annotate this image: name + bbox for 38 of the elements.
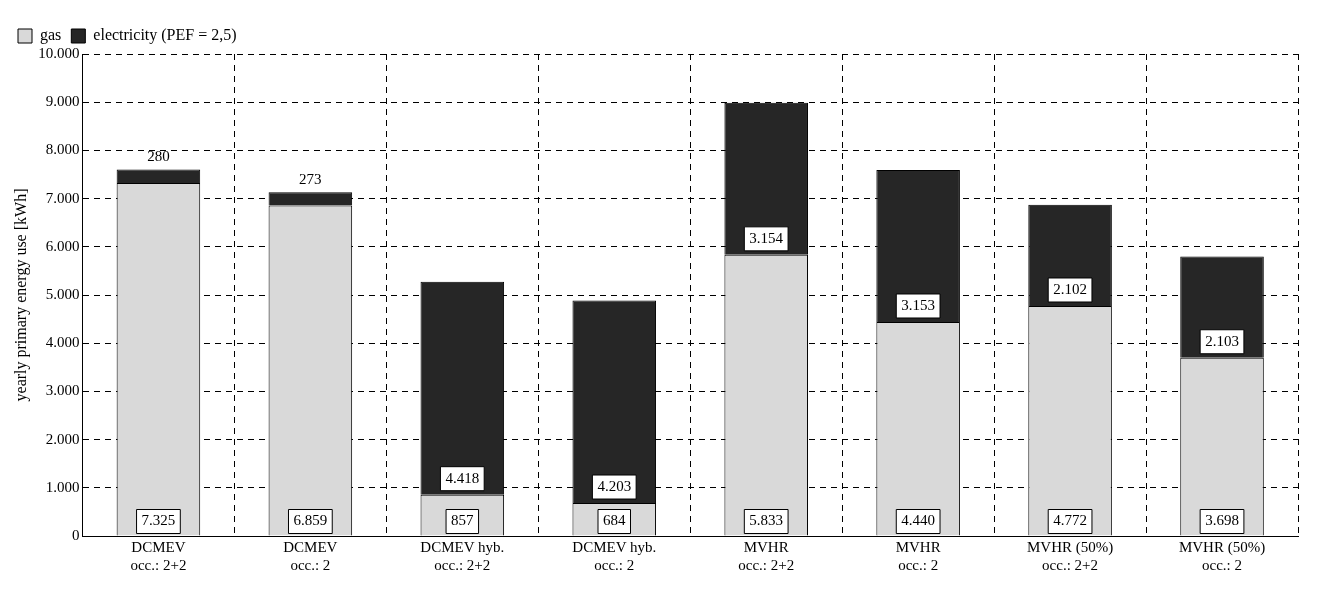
legend-label: gas <box>40 26 62 45</box>
data-label: 857 <box>451 512 475 529</box>
data-label: 4.440 <box>901 512 936 529</box>
x-tick-label: DCMEV hyb. occ.: 2 <box>572 538 657 573</box>
x-tick-label: DCMEV hyb. occ.: 2+2 <box>420 538 505 573</box>
data-label: 5.833 <box>749 512 784 529</box>
y-tick-label: 10.000 <box>38 44 80 61</box>
data-label: 3.698 <box>1205 512 1239 529</box>
y-tick-label: 6.000 <box>45 237 80 254</box>
data-label: 2.103 <box>1205 332 1239 349</box>
y-tick-label: 7.000 <box>45 189 80 206</box>
y-tick-label: 8.000 <box>45 141 80 158</box>
data-label: 684 <box>603 512 626 529</box>
data-label: 4.772 <box>1053 512 1087 529</box>
x-tick-label: MVHR occ.: 2+2 <box>738 538 795 573</box>
x-tick-label: DCMEV occ.: 2 <box>283 538 338 573</box>
legend-label: electricity (PEF = 2,5) <box>93 26 237 45</box>
y-tick-label: 9.000 <box>45 93 80 110</box>
data-label: 3.153 <box>901 296 936 313</box>
data-label: 280 <box>147 148 170 165</box>
data-label: 4.203 <box>597 477 632 494</box>
y-tick-label: 5.000 <box>45 285 80 302</box>
y-tick-label: 2.000 <box>45 430 80 447</box>
x-tick-label: MVHR (50%) occ.: 2+2 <box>1026 538 1114 573</box>
y-tick-label: 0 <box>71 526 80 543</box>
y-axis-title: yearly primary energy use [kWh] <box>11 188 30 402</box>
data-label: 6.859 <box>293 512 328 529</box>
x-tick-label: DCMEV occ.: 2+2 <box>130 538 187 573</box>
y-tick-label: 4.000 <box>45 334 80 351</box>
y-tick-label: 1.000 <box>45 478 80 495</box>
data-label: 7.325 <box>141 512 176 529</box>
y-tick-label: 3.000 <box>45 382 80 399</box>
data-label: 273 <box>299 171 322 188</box>
data-label: 3.154 <box>749 229 784 246</box>
data-label: 2.102 <box>1053 280 1087 297</box>
x-tick-label: MVHR occ.: 2 <box>895 538 941 573</box>
data-label: 4.418 <box>445 469 480 486</box>
x-tick-label: MVHR (50%) occ.: 2 <box>1178 538 1266 573</box>
